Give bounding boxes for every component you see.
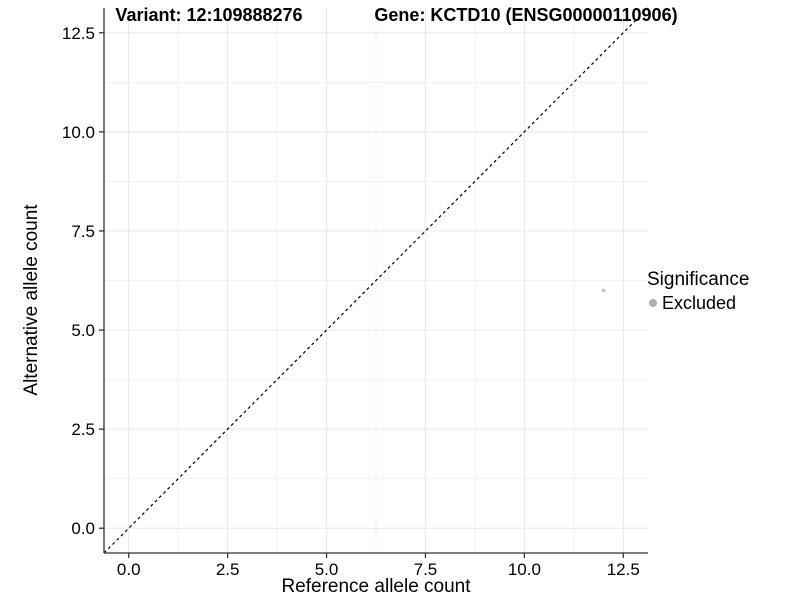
y-tick-label: 7.5 [71, 222, 95, 241]
plot-title-variant: Variant: 12:109888276 [115, 5, 303, 25]
x-tick-label: 2.5 [216, 560, 240, 579]
y-tick-label: 5.0 [71, 321, 95, 340]
x-axis-label: Reference allele count [281, 576, 471, 597]
y-tick-label: 0.0 [71, 519, 95, 538]
x-tick-label: 0.0 [117, 560, 141, 579]
y-tick-label: 12.5 [62, 24, 95, 43]
x-tick-label: 12.5 [607, 560, 640, 579]
legend-item-excluded: Excluded [647, 293, 749, 313]
y-axis-label: Alternative allele count [21, 204, 42, 396]
plot-title-gene: Gene: KCTD10 (ENSG00000110906) [374, 5, 678, 25]
data-point [601, 288, 606, 293]
x-tick-label: 7.5 [414, 560, 438, 579]
y-tick-label: 2.5 [71, 420, 95, 439]
legend: Significance Excluded [647, 269, 749, 313]
legend-item-label: Excluded [662, 293, 737, 313]
identity-line [103, 7, 649, 554]
legend-key-dot-icon [649, 299, 657, 307]
y-tick-label: 10.0 [62, 123, 95, 142]
x-tick-label: 5.0 [315, 560, 339, 579]
legend-title: Significance [647, 269, 750, 290]
x-tick-label: 10.0 [508, 560, 541, 579]
